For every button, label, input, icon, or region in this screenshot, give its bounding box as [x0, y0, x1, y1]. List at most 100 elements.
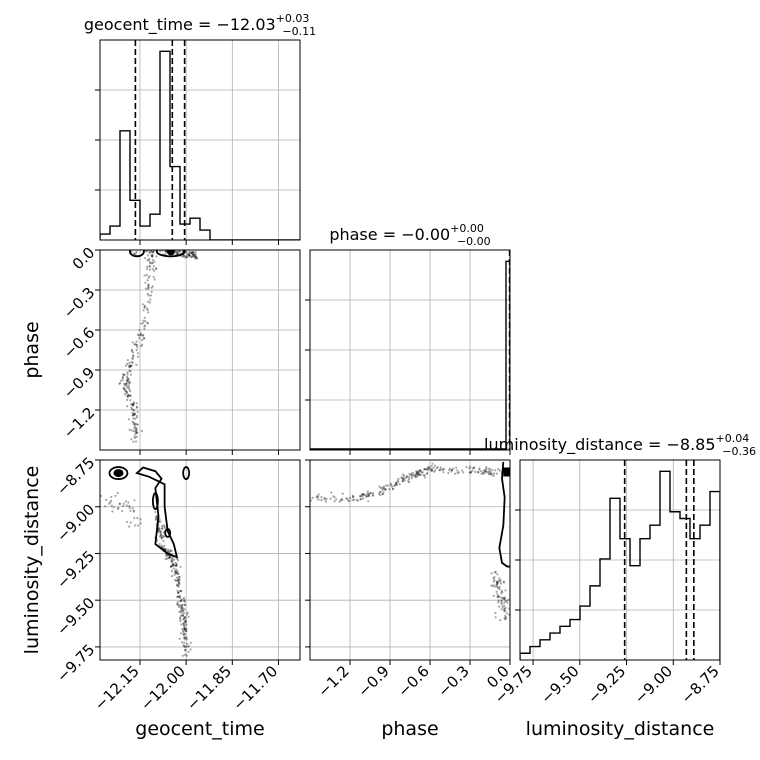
sample-point-phase-geocent_time: [147, 287, 150, 290]
sample-point-phase-geocent_time: [185, 251, 188, 254]
sample-point-luminosity_distance-phase: [404, 476, 407, 480]
sample-point-luminosity_distance-phase: [383, 487, 386, 490]
sample-point-luminosity_distance-geocent_time: [189, 648, 192, 651]
sample-point-luminosity_distance-phase: [478, 467, 481, 470]
sample-point-luminosity_distance-phase: [427, 468, 430, 471]
sample-point-phase-geocent_time: [188, 250, 191, 253]
sample-point-luminosity_distance-phase: [498, 587, 501, 591]
sample-point-luminosity_distance-geocent_time: [175, 562, 178, 565]
sample-point-luminosity_distance-phase: [382, 485, 386, 488]
sample-point-luminosity_distance-phase: [485, 470, 488, 474]
sample-point-luminosity_distance-phase: [504, 609, 507, 613]
sample-point-luminosity_distance-phase: [401, 480, 404, 483]
sample-point-luminosity_distance-geocent_time: [165, 555, 168, 558]
y-tick-label-phase_y: −0.3: [60, 284, 98, 322]
sample-point-luminosity_distance-phase: [488, 473, 491, 476]
sample-point-luminosity_distance-geocent_time: [182, 630, 185, 633]
sample-point-luminosity_distance-phase: [412, 474, 415, 477]
sample-point-luminosity_distance-phase: [384, 488, 387, 491]
sample-point-luminosity_distance-geocent_time: [183, 600, 186, 603]
sample-point-luminosity_distance-geocent_time: [174, 564, 177, 567]
sample-point-luminosity_distance-geocent_time: [129, 509, 132, 512]
sample-point-luminosity_distance-phase: [490, 584, 493, 587]
sample-point-luminosity_distance-phase: [503, 596, 506, 599]
sample-point-luminosity_distance-phase: [391, 485, 394, 488]
histogram-luminosity_distance: [520, 470, 720, 660]
sample-point-luminosity_distance-phase: [408, 473, 411, 476]
sample-point-luminosity_distance-phase: [341, 498, 344, 502]
sample-point-luminosity_distance-phase: [494, 616, 497, 619]
sample-point-luminosity_distance-geocent_time: [139, 518, 142, 521]
sample-point-phase-geocent_time: [194, 257, 197, 260]
sample-point-phase-geocent_time: [135, 250, 138, 254]
sample-point-phase-geocent_time: [141, 303, 144, 306]
sample-point-phase-geocent_time: [135, 363, 138, 366]
sample-point-phase-geocent_time: [122, 387, 125, 390]
sample-point-phase-geocent_time: [138, 337, 141, 340]
sample-point-luminosity_distance-phase: [430, 469, 433, 472]
x-tick-label-phase: −0.3: [434, 662, 472, 700]
sample-point-phase-geocent_time: [135, 402, 138, 405]
sample-point-phase-geocent_time: [192, 253, 195, 256]
sample-point-luminosity_distance-geocent_time: [184, 620, 187, 623]
title-text-phase: phase = −0.00+0.00 −0.00: [329, 222, 490, 248]
sample-point-phase-geocent_time: [133, 425, 137, 428]
sample-point-luminosity_distance-geocent_time: [170, 557, 174, 560]
sample-point-luminosity_distance-phase: [393, 484, 396, 487]
sample-point-phase-geocent_time: [145, 250, 148, 253]
sample-point-phase-geocent_time: [150, 262, 153, 265]
sample-point-luminosity_distance-phase: [317, 493, 320, 496]
sample-point-luminosity_distance-geocent_time: [122, 504, 125, 507]
sample-point-luminosity_distance-phase: [498, 595, 501, 599]
sample-point-phase-geocent_time: [148, 301, 151, 304]
sample-point-phase-geocent_time: [126, 394, 129, 397]
sample-point-luminosity_distance-geocent_time: [168, 556, 171, 559]
sample-point-phase-geocent_time: [128, 364, 131, 367]
sample-point-luminosity_distance-phase: [469, 471, 472, 474]
sample-point-phase-geocent_time: [176, 250, 179, 254]
sample-point-luminosity_distance-geocent_time: [133, 517, 136, 520]
sample-point-luminosity_distance-geocent_time: [109, 501, 112, 504]
sample-point-luminosity_distance-phase: [395, 482, 398, 485]
sample-point-luminosity_distance-phase: [493, 472, 496, 475]
sample-point-luminosity_distance-geocent_time: [174, 572, 177, 575]
sample-point-phase-geocent_time: [128, 365, 131, 368]
sample-point-phase-geocent_time: [134, 343, 137, 346]
sample-point-luminosity_distance-geocent_time: [163, 535, 166, 538]
sample-point-luminosity_distance-geocent_time: [157, 529, 161, 532]
sample-point-luminosity_distance-geocent_time: [189, 641, 192, 645]
sample-point-luminosity_distance-phase: [411, 472, 414, 475]
sample-point-luminosity_distance-geocent_time: [184, 620, 188, 623]
sample-point-luminosity_distance-geocent_time: [114, 494, 117, 497]
sample-point-luminosity_distance-phase: [483, 469, 486, 472]
panel-2d-luminosity_distance-geocent_time: −12.15−12.00−11.85−11.70−9.75−9.50−9.25−…: [53, 454, 301, 714]
sample-point-luminosity_distance-geocent_time: [165, 553, 168, 557]
sample-point-phase-geocent_time: [144, 324, 147, 327]
sample-point-phase-geocent_time: [147, 259, 150, 262]
sample-point-phase-geocent_time: [132, 412, 135, 415]
sample-point-luminosity_distance-phase: [490, 472, 493, 475]
sample-point-luminosity_distance-phase: [442, 467, 446, 470]
sample-point-luminosity_distance-geocent_time: [177, 603, 180, 606]
sample-point-luminosity_distance-geocent_time: [184, 621, 187, 624]
sample-point-phase-geocent_time: [126, 395, 129, 399]
panel-hist-geocent_time: [95, 39, 301, 245]
sample-point-luminosity_distance-phase: [379, 490, 382, 493]
sample-point-luminosity_distance-phase: [381, 486, 384, 489]
sample-point-luminosity_distance-geocent_time: [182, 631, 185, 634]
sample-point-phase-geocent_time: [145, 307, 148, 310]
sample-point-luminosity_distance-phase: [369, 492, 372, 495]
sample-point-phase-geocent_time: [126, 395, 129, 398]
sample-point-phase-geocent_time: [147, 285, 150, 288]
sample-point-phase-geocent_time: [123, 373, 126, 377]
sample-point-phase-geocent_time: [126, 362, 129, 365]
sample-point-luminosity_distance-phase: [489, 467, 492, 470]
sample-point-phase-geocent_time: [129, 394, 132, 397]
sample-point-phase-geocent_time: [132, 417, 135, 420]
sample-point-luminosity_distance-geocent_time: [170, 565, 173, 568]
sample-point-luminosity_distance-phase: [503, 601, 506, 604]
sample-point-phase-geocent_time: [147, 254, 150, 257]
sample-point-phase-geocent_time: [119, 382, 122, 385]
sample-point-luminosity_distance-phase: [494, 469, 497, 472]
sample-point-luminosity_distance-geocent_time: [185, 623, 188, 626]
